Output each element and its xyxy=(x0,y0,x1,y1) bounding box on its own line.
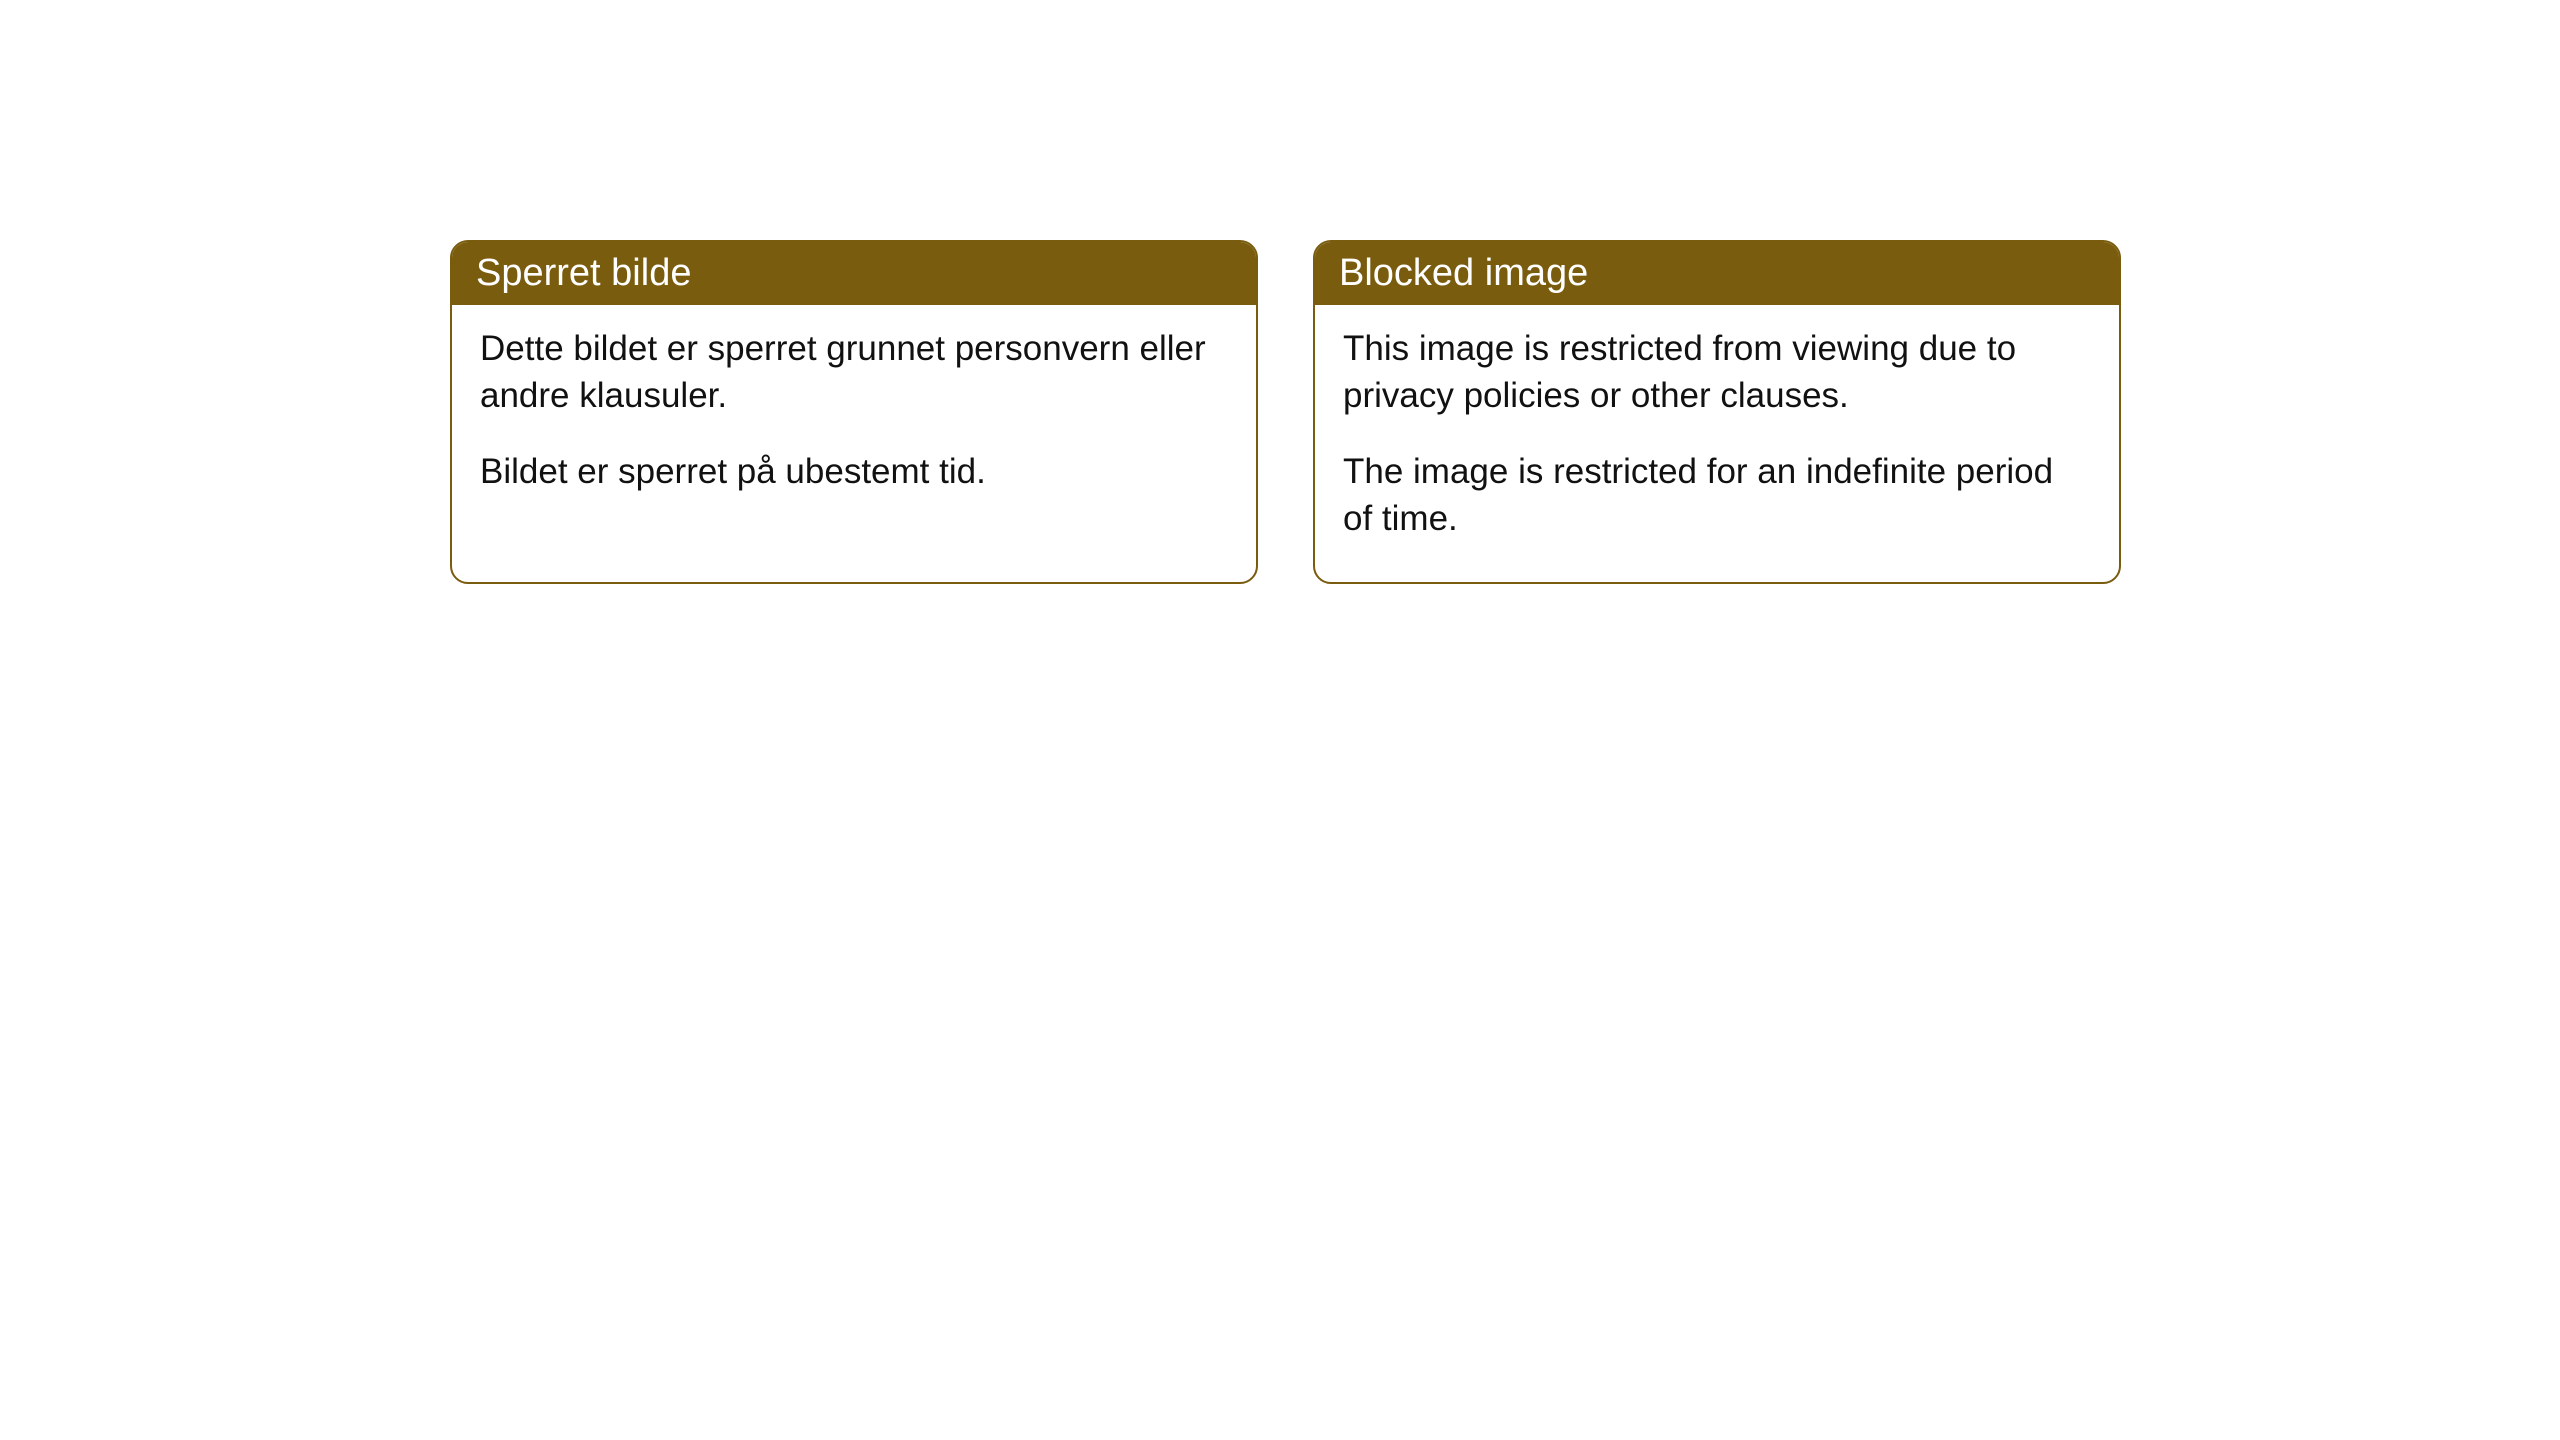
notice-body-norwegian: Dette bildet er sperret grunnet personve… xyxy=(452,305,1256,535)
notice-body-english: This image is restricted from viewing du… xyxy=(1315,305,2119,582)
notice-paragraph-1: Dette bildet er sperret grunnet personve… xyxy=(480,325,1228,420)
notice-header-norwegian: Sperret bilde xyxy=(452,242,1256,305)
notice-paragraph-2: The image is restricted for an indefinit… xyxy=(1343,448,2091,543)
notice-header-english: Blocked image xyxy=(1315,242,2119,305)
notices-container: Sperret bilde Dette bildet er sperret gr… xyxy=(450,240,2121,584)
notice-paragraph-2: Bildet er sperret på ubestemt tid. xyxy=(480,448,1228,495)
notice-box-english: Blocked image This image is restricted f… xyxy=(1313,240,2121,584)
notice-paragraph-1: This image is restricted from viewing du… xyxy=(1343,325,2091,420)
notice-box-norwegian: Sperret bilde Dette bildet er sperret gr… xyxy=(450,240,1258,584)
